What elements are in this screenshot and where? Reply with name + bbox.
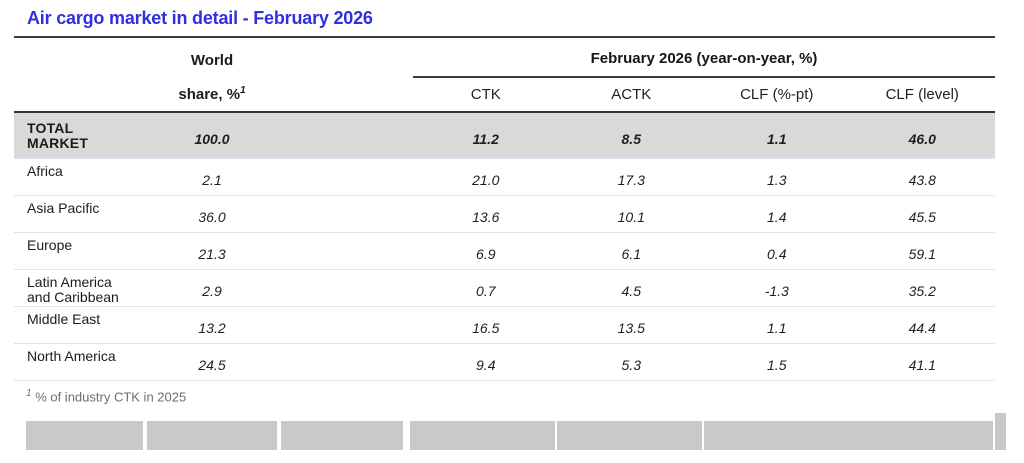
clf-pct-pt-value: -1.3 [764,283,789,299]
clf-level-value: 41.1 [908,357,936,373]
bottom-strip-end-block [995,413,1006,450]
clf-pct-pt-value: 1.3 [767,172,787,188]
footnote-marker: 1 [26,388,32,399]
bottom-strip-block [26,421,143,450]
actk-value: 4.5 [621,283,641,299]
bottom-strip-block [410,421,555,450]
column-header-ctk: CTK [413,77,559,113]
world-share-value: 100.0 [194,130,230,147]
region-label: Asia Pacific [27,199,100,216]
bottom-strip-block [147,421,277,450]
footnote-marker-superscript: 1 [240,85,246,96]
table-row-europe: Europe 21.3 6.9 6.1 0.4 59.1 [14,232,996,269]
clf-pct-pt-value: 1.5 [767,357,787,373]
air-cargo-market-table: World February 2026 (year-on-year, %) sh… [14,36,996,381]
header-row-metrics: share, %1 CTK ACTK CLF (%-pt) CLF (level… [14,77,996,113]
header-row-group: World February 2026 (year-on-year, %) [14,37,996,78]
actk-value: 13.5 [617,320,645,336]
world-share-value: 2.1 [202,172,222,188]
bottom-strip-block [281,421,403,450]
clf-pct-pt-value: 1.4 [767,209,787,225]
ctk-value: 21.0 [472,172,500,188]
clf-pct-pt-value: 0.4 [767,246,787,262]
period-group-header: February 2026 (year-on-year, %) [413,37,996,78]
footnote: 1 % of industry CTK in 2025 [26,388,186,404]
table-row-north-america: North America 24.5 9.4 5.3 1.5 41.1 [14,343,996,380]
clf-level-value: 46.0 [908,130,936,147]
world-share-value: 24.5 [198,357,226,373]
world-share-value: 36.0 [198,209,226,225]
actk-value: 8.5 [621,130,641,147]
clf-level-value: 45.5 [908,209,936,225]
clf-level-value: 35.2 [908,283,936,299]
clf-pct-pt-value: 1.1 [767,320,787,336]
spacer-cell [280,306,413,343]
region-label: Europe [27,236,73,253]
clf-level-value: 44.4 [908,320,936,336]
region-label: TOTAL MARKET [27,120,89,151]
page-title: Air cargo market in detail - February 20… [27,8,373,28]
actk-value: 17.3 [617,172,645,188]
ctk-value: 11.2 [472,130,499,147]
header-spacer-cell [280,37,413,77]
world-share-value: 21.3 [198,246,226,262]
table-row-total-market: TOTAL MARKET 100.0 11.2 8.5 1.1 46.0 [14,112,996,158]
clf-level-value: 59.1 [908,246,936,262]
footnote-text: % of industry CTK in 2025 [35,389,187,405]
spacer-cell [280,112,413,158]
bottom-strip-block [704,421,993,450]
ctk-value: 9.4 [476,357,496,373]
ctk-value: 6.9 [476,246,496,262]
actk-value: 10.1 [617,209,645,225]
ctk-value: 13.6 [472,209,500,225]
bottom-strip-block [557,421,702,450]
spacer-cell [280,269,413,306]
world-share-value: 2.9 [202,283,222,299]
table-row-africa: Africa 2.1 21.0 17.3 1.3 43.8 [14,158,996,195]
ctk-value: 0.7 [476,283,496,299]
region-label: North America [27,347,116,364]
actk-value: 6.1 [621,246,641,262]
table-row-asia-pacific: Asia Pacific 36.0 13.6 10.1 1.4 45.5 [14,195,996,232]
world-share-value: 13.2 [198,320,226,336]
header-empty-cell [14,37,144,77]
spacer-cell [280,343,413,380]
world-share-header-line1: World [190,52,234,69]
ctk-value: 16.5 [472,320,500,336]
column-header-actk: ACTK [558,77,704,113]
spacer-cell [280,158,413,195]
world-share-header-line2: share, %1 [144,77,280,113]
column-header-clf-pct-pt: CLF (%-pt) [704,77,850,113]
clf-pct-pt-value: 1.1 [767,130,787,147]
actk-value: 5.3 [621,357,641,373]
spacer-cell [280,195,413,232]
region-label: Latin America and Caribbean [27,273,119,305]
world-share-header-text: share, % [178,86,241,103]
header-empty-cell [14,77,144,113]
clf-level-value: 43.8 [908,172,936,188]
table-row-latin-america-caribbean: Latin America and Caribbean 2.9 0.7 4.5 … [14,269,996,306]
region-label: Africa [27,162,63,179]
spacer-cell [280,232,413,269]
column-header-clf-level: CLF (level) [849,77,996,113]
region-label: Middle East [27,310,101,327]
header-spacer-cell [280,77,413,113]
table-row-middle-east: Middle East 13.2 16.5 13.5 1.1 44.4 [14,306,996,343]
